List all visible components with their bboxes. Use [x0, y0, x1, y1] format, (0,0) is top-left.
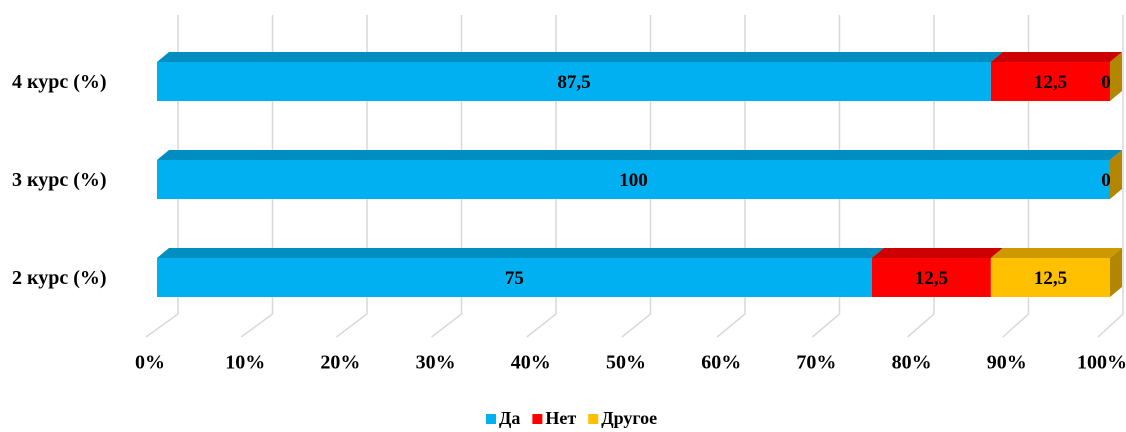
grid-line	[1002, 15, 1030, 338]
y-tick-label: 2 курс (%)	[12, 267, 107, 289]
legend-swatch	[486, 414, 496, 424]
data-label: 12,5	[915, 268, 948, 289]
x-tick-label: 70%	[796, 352, 836, 374]
bar	[990, 62, 1110, 101]
bar-top	[871, 248, 1003, 258]
grid-line	[240, 15, 274, 338]
bar-top	[157, 150, 1122, 160]
x-tick-label: 90%	[987, 352, 1027, 374]
bar	[157, 62, 991, 101]
grid-line	[811, 15, 841, 338]
data-label: 12,5	[1034, 72, 1067, 93]
bar-side	[1110, 52, 1122, 101]
bar-segment	[157, 52, 1003, 101]
grid-line	[907, 15, 935, 338]
data-label: 87,5	[557, 72, 590, 93]
legend: Да Нет Другое	[486, 408, 657, 428]
grid-line	[335, 15, 368, 338]
grid-line	[526, 15, 557, 338]
legend-label: Нет	[545, 408, 576, 428]
bar	[157, 258, 872, 297]
legend-swatch	[532, 414, 543, 424]
bar-top	[157, 248, 884, 258]
x-tick-label: 50%	[606, 352, 646, 374]
data-label: 75	[505, 268, 524, 289]
x-tick-label: 0%	[135, 352, 165, 374]
grid-line	[621, 15, 652, 338]
grid-line	[1097, 15, 1124, 338]
data-label: 0	[1101, 170, 1111, 191]
bar-top	[157, 52, 1003, 62]
bar-side	[1110, 248, 1122, 297]
legend-swatch	[588, 414, 599, 424]
bar-side	[1110, 150, 1122, 199]
bar-top	[990, 52, 1122, 62]
data-label: 12,5	[1034, 268, 1067, 289]
grid-line	[716, 15, 746, 338]
x-tick-label: 30%	[416, 352, 456, 374]
data-label: 100	[619, 170, 648, 191]
x-tick-label: 20%	[320, 352, 360, 374]
bar-segment	[871, 248, 1003, 297]
grid-line	[145, 15, 179, 338]
bar-segment	[990, 248, 1122, 297]
bar-segment	[990, 52, 1122, 101]
bar	[157, 160, 1110, 199]
legend-label: Другое	[601, 408, 657, 428]
bar	[871, 258, 991, 297]
data-label: 0	[1101, 72, 1111, 93]
x-tick-label: 100%	[1077, 352, 1126, 374]
x-tick-label: 60%	[701, 352, 741, 374]
bar-segment	[157, 248, 884, 297]
x-tick-label: 40%	[511, 352, 551, 374]
x-tick-label: 80%	[892, 352, 932, 374]
bar-segment	[157, 150, 1122, 199]
grid-line	[431, 15, 463, 338]
legend-label: Да	[499, 408, 520, 428]
y-tick-label: 4 курс (%)	[12, 71, 107, 93]
x-tick-label: 10%	[225, 352, 265, 374]
y-tick-label: 3 курс (%)	[12, 169, 107, 191]
bar	[990, 258, 1110, 297]
bar-top	[990, 248, 1122, 258]
